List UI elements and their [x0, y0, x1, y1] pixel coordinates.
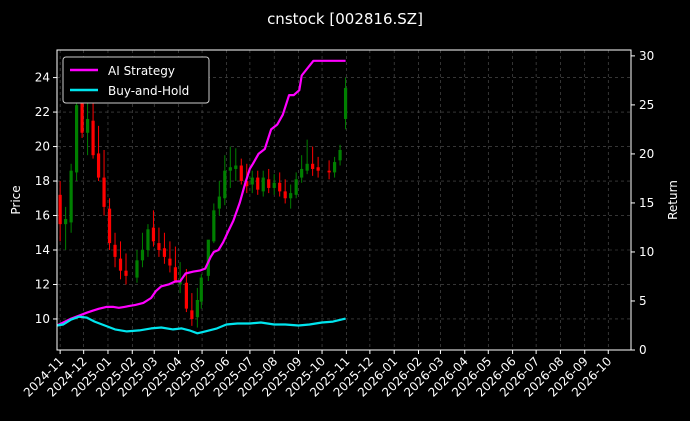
ai-strategy-line	[56, 59, 346, 327]
candle-body	[91, 120, 95, 156]
candle-body	[140, 250, 145, 261]
y-tick-label: 12	[35, 277, 50, 291]
candlesticks	[58, 77, 348, 328]
candle-body	[316, 167, 320, 171]
candle-body	[245, 181, 249, 187]
candle-body	[294, 179, 298, 195]
y-tick-label: 16	[35, 209, 50, 223]
grid-lines	[57, 50, 631, 350]
candle-body	[278, 182, 282, 192]
candle-body	[85, 118, 90, 133]
y2-tick-label: 15	[639, 196, 654, 210]
candle-body	[261, 177, 265, 192]
candle-body	[113, 244, 117, 257]
candle-body	[58, 194, 62, 225]
candle-body	[300, 168, 304, 178]
candle-body	[195, 300, 199, 318]
candle-body	[223, 170, 227, 199]
candle-body	[217, 196, 221, 209]
y-tick-label: 18	[35, 174, 50, 188]
candle-body	[146, 229, 150, 250]
legend-ai-label: AI Strategy	[108, 64, 175, 78]
candle-body	[69, 170, 73, 223]
y-tick-label: 10	[35, 312, 50, 326]
candle-body	[338, 150, 342, 161]
candle-body	[157, 243, 161, 250]
y2-tick-label: 5	[639, 294, 647, 308]
y-axis-right: 0 5 10 15 20 25 30	[631, 49, 654, 357]
legend-bh-label: Buy-and-Hold	[108, 84, 189, 98]
y2-tick-label: 10	[639, 245, 654, 259]
candle-body	[289, 193, 293, 199]
y2-tick-label: 30	[639, 49, 654, 63]
candle-body	[184, 282, 188, 309]
candle-body	[75, 105, 79, 173]
candle-body	[118, 258, 123, 271]
candle-body	[283, 191, 287, 199]
plot-frame	[56, 49, 632, 351]
y-tick-label: 20	[35, 140, 50, 154]
candle-body	[272, 182, 276, 188]
candle-body	[332, 162, 337, 173]
candle-body	[107, 208, 112, 244]
y-tick-label: 24	[35, 71, 50, 85]
candle-body	[311, 163, 315, 169]
candle-body	[239, 165, 243, 182]
y2-tick-label: 0	[639, 343, 647, 357]
legend-box	[62, 56, 210, 104]
legend: AI Strategy Buy-and-Hold	[62, 56, 210, 104]
candle-body	[267, 179, 271, 188]
candle-body	[96, 153, 101, 178]
candle-body	[102, 177, 106, 207]
y-axis-left: 10 12 14 16 18 20 22 24	[35, 71, 57, 326]
y-tick-label: 22	[35, 105, 50, 119]
y-tick-label: 14	[35, 243, 50, 257]
buy-and-hold-line	[56, 315, 346, 335]
candle-body	[135, 260, 139, 278]
candle-body	[178, 281, 182, 285]
candle-body	[343, 87, 348, 119]
series-lines	[56, 59, 346, 335]
candle-body	[64, 218, 68, 225]
y2-axis-label: Return	[666, 180, 680, 220]
x-axis: 2024-112024-122025-012025-022025-032025-…	[21, 350, 614, 400]
candle-body	[327, 170, 331, 173]
y-axis-label: Price	[9, 185, 23, 214]
y2-tick-label: 20	[639, 147, 654, 161]
candle-body	[206, 239, 210, 276]
candle-body	[228, 167, 232, 171]
candle-body	[256, 177, 260, 190]
candle-body	[212, 210, 216, 242]
candle-body	[80, 103, 84, 133]
candle-body	[305, 163, 309, 171]
candle-body	[168, 258, 172, 266]
y2-tick-label: 25	[639, 98, 654, 112]
candle-body	[190, 310, 194, 319]
candle-body	[124, 270, 128, 276]
candle-body	[250, 177, 254, 185]
candle-body	[234, 165, 238, 169]
candle-body	[173, 267, 178, 283]
chart-title: cnstock [002816.SZ]	[267, 10, 423, 28]
candle-body	[199, 277, 203, 302]
candle-body	[151, 227, 156, 242]
candle-body	[162, 248, 167, 257]
